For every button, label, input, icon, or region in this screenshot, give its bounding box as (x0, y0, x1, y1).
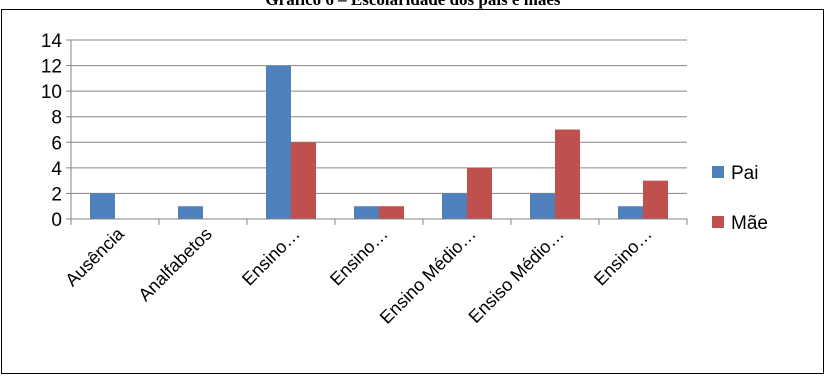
bar-mãe (467, 167, 492, 219)
y-tick-label: 10 (41, 82, 62, 103)
bar-pai (90, 193, 115, 219)
x-axis: Ausência Analfabetos Ensino… Ensino…Ensino … (61, 218, 688, 328)
y-tick-label: 12 (41, 57, 62, 78)
y-tick-label: 2 (51, 184, 62, 205)
legend-swatch-pai (712, 166, 724, 178)
bar-pai (354, 206, 379, 219)
bar-pai (618, 206, 643, 219)
bar-mãe (379, 206, 404, 219)
gridlines (71, 39, 687, 220)
x-tick-label: Ensiso Médio… (465, 224, 568, 327)
legend-label-pai: Pai (731, 163, 758, 184)
legend: Pai Mãe (712, 163, 768, 234)
y-tick-label: 4 (51, 159, 62, 180)
bar-pai (530, 193, 555, 219)
y-tick-label: 14 (41, 31, 63, 52)
bar-mãe (555, 129, 580, 219)
x-tick-label: Ausência (61, 223, 128, 290)
chart-frame (1, 9, 824, 374)
bars (90, 65, 668, 219)
y-axis: 0 2 4 6 8 10 12 14 (41, 31, 72, 231)
x-tick-label: Analfabetos (134, 224, 215, 305)
bar-mãe (643, 180, 668, 219)
bar-pai (266, 65, 291, 219)
y-tick-label: 6 (51, 133, 62, 154)
x-tick-label: Ensino… (326, 224, 392, 290)
bar-mãe (291, 142, 316, 219)
legend-swatch-mãe (712, 216, 724, 228)
chart-title: Gráfico 6 – Escolaridade dos pais e mães (0, 0, 826, 9)
x-tick-label: Ensino… (590, 224, 656, 290)
y-tick-label: 0 (51, 210, 62, 231)
x-tick-label: Ensino… (238, 224, 304, 290)
legend-label-mãe: Mãe (731, 213, 768, 234)
bar-pai (442, 193, 467, 219)
bar-pai (178, 206, 203, 219)
y-tick-label: 8 (51, 108, 62, 129)
